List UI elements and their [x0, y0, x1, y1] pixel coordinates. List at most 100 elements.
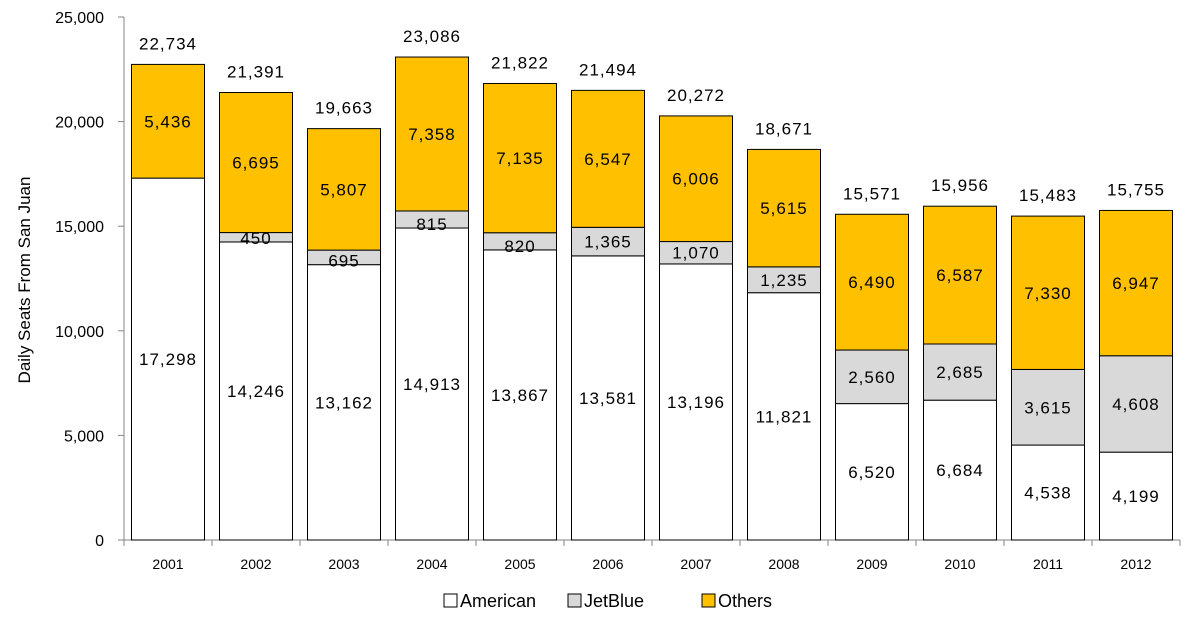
data-label-jetblue: 695 [328, 252, 359, 271]
x-tick-label: 2012 [1120, 556, 1151, 572]
data-label-american: 13,867 [491, 386, 549, 405]
data-label-jetblue: 2,560 [848, 368, 896, 387]
data-label-american: 14,913 [403, 375, 461, 394]
bar-segment-others [219, 92, 293, 234]
data-label-american: 14,246 [227, 382, 285, 401]
data-label-others: 5,807 [320, 180, 368, 199]
y-tick-label: 10,000 [55, 324, 104, 341]
bar-segment-others [1011, 215, 1085, 370]
x-tick-label: 2003 [328, 556, 359, 572]
data-label-jetblue: 1,070 [672, 244, 720, 263]
bar-segment-jetblue [571, 226, 645, 257]
y-tick-label: 20,000 [55, 115, 104, 132]
legend-swatch [567, 593, 582, 608]
bar-segment-american [483, 249, 557, 541]
total-label: 20,272 [667, 86, 725, 105]
x-tick-label: 2009 [856, 556, 887, 572]
legend-label: Others [718, 591, 772, 611]
data-label-jetblue: 820 [504, 237, 535, 256]
data-label-american: 4,199 [1112, 487, 1160, 506]
bar-segment-others [395, 56, 469, 212]
x-tick-label: 2007 [680, 556, 711, 572]
y-tick-label: 5,000 [64, 428, 104, 445]
data-label-others: 7,358 [408, 125, 456, 144]
data-label-others: 6,695 [232, 154, 280, 173]
bar-segment-american [835, 403, 909, 541]
data-label-others: 6,947 [1112, 274, 1160, 293]
data-label-others: 6,006 [672, 170, 720, 189]
data-label-jetblue: 2,685 [936, 363, 984, 382]
bar-segment-american [659, 263, 733, 541]
x-axis: 2001 2002 2003 2004 2005 2006 2007 2008 2009 2010… [123, 539, 1181, 572]
y-axis: 0 5,000 10,000 15,000 20,000 25,000 [55, 10, 125, 550]
data-label-american: 6,684 [936, 461, 984, 480]
data-label-american: 17,298 [139, 350, 197, 369]
total-label: 21,822 [491, 53, 549, 72]
total-label: 15,483 [1019, 186, 1077, 205]
data-label-others: 6,490 [848, 273, 896, 292]
data-label-others: 7,135 [496, 149, 544, 168]
bar-stack-2005: 13,867 820 7,135 21,822 [483, 53, 557, 541]
bar-segment-others [659, 115, 733, 243]
bar-segment-american [307, 264, 381, 541]
legend-item-others: Others [701, 591, 772, 611]
bar-segment-american [1099, 451, 1173, 541]
total-label: 23,086 [403, 27, 461, 46]
data-label-american: 13,581 [579, 389, 637, 408]
bar-segment-american [747, 292, 821, 541]
legend: American JetBlue Others [443, 591, 772, 611]
x-tick-label: 2010 [944, 556, 975, 572]
bar-stack-2012: 4,199 4,608 6,947 15,755 [1099, 180, 1173, 541]
x-tick-label: 2011 [1033, 556, 1063, 572]
legend-label: American [460, 591, 536, 611]
y-axis-title: Daily Seats From San Juan [15, 177, 34, 384]
data-label-american: 13,162 [315, 393, 373, 412]
bar-segment-others [747, 148, 821, 268]
y-tick-label: 0 [95, 533, 104, 550]
data-label-american: 11,821 [756, 407, 813, 426]
bar-stack-2011: 4,538 3,615 7,330 15,483 [1011, 186, 1085, 541]
data-label-american: 6,520 [848, 463, 896, 482]
bar-stack-2007: 13,196 1,070 6,006 20,272 [659, 86, 733, 541]
data-label-jetblue: 450 [240, 229, 271, 248]
bar-segment-others [1099, 209, 1173, 357]
data-label-jetblue: 4,608 [1112, 395, 1160, 414]
data-label-others: 5,436 [144, 112, 192, 131]
bar-segment-others [835, 213, 909, 351]
bar-segment-others [923, 205, 997, 345]
bar-stack-2010: 6,684 2,685 6,587 15,956 [923, 176, 997, 541]
bar-stack-2004: 14,913 815 7,358 23,086 [395, 27, 469, 541]
x-tick-label: 2006 [592, 556, 623, 572]
y-tick-label: 25,000 [55, 10, 104, 27]
data-label-others: 6,547 [584, 150, 632, 169]
total-label: 15,956 [931, 176, 989, 195]
bar-segment-jetblue [923, 343, 997, 401]
bar-segment-others [131, 63, 205, 179]
bars: 17,298 5,436 22,734 14,246 450 6,695 21,391 13,… [131, 27, 1173, 541]
total-label: 15,571 [843, 184, 901, 203]
data-label-others: 7,330 [1024, 284, 1072, 303]
bar-segment-others [307, 128, 381, 251]
bar-segment-american [1011, 444, 1085, 541]
bar-segment-others [483, 82, 557, 234]
bar-segment-american [571, 255, 645, 541]
bar-segment-american [395, 227, 469, 541]
bar-stack-2002: 14,246 450 6,695 21,391 [219, 63, 293, 541]
legend-label: JetBlue [584, 591, 644, 611]
total-label: 21,494 [579, 60, 637, 79]
x-tick-label: 2002 [240, 556, 271, 572]
y-tick-label: 15,000 [55, 219, 104, 236]
data-label-jetblue: 815 [416, 215, 447, 234]
data-label-american: 4,538 [1024, 484, 1072, 503]
bar-stack-2009: 6,520 2,560 6,490 15,571 [835, 184, 909, 541]
data-label-jetblue: 1,365 [584, 233, 632, 252]
legend-swatch [701, 593, 716, 608]
x-tick-label: 2004 [416, 556, 447, 572]
bar-segment-american [923, 399, 997, 541]
total-label: 22,734 [139, 34, 197, 53]
bar-stack-2003: 13,162 695 5,807 19,663 [307, 99, 381, 541]
legend-item-jetblue: JetBlue [567, 591, 644, 611]
data-label-jetblue: 3,615 [1024, 398, 1072, 417]
